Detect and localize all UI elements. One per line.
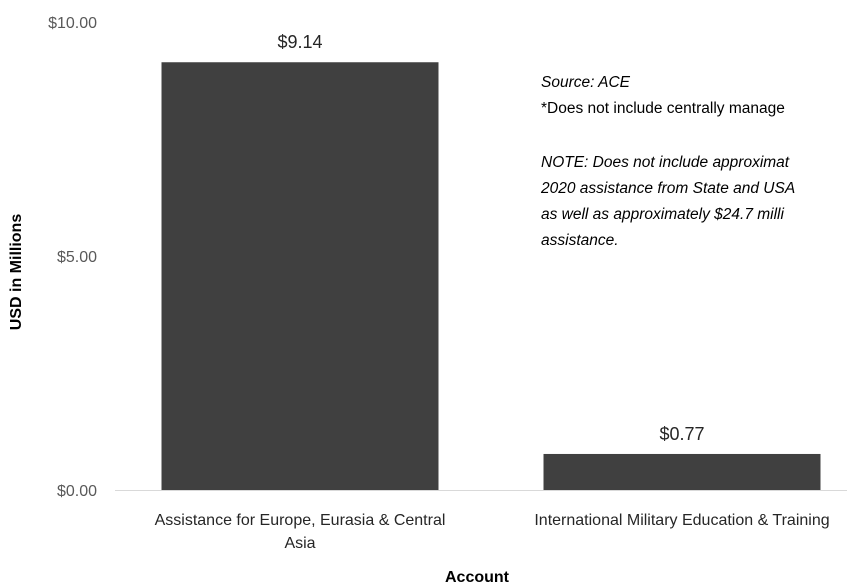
x-axis-title: Account [445, 569, 510, 585]
category-label: Assistance for Europe, Eurasia & Central [155, 512, 446, 529]
y-tick-label: $5.00 [57, 249, 97, 266]
category-label: Asia [284, 535, 315, 552]
x-axis-category-labels: Assistance for Europe, Eurasia & Central… [155, 512, 830, 552]
source-text: Source: ACE [541, 74, 631, 91]
bar [161, 62, 439, 491]
footnote-text: *Does not include centrally manage [541, 100, 785, 117]
data-label: $0.77 [659, 424, 704, 444]
data-labels: $9.14 $0.77 [277, 32, 704, 444]
annotation-block: Source: ACE *Does not include centrally … [540, 74, 795, 249]
y-axis-ticks: $0.00 $5.00 $10.00 [48, 15, 97, 500]
category-label: International Military Education & Train… [534, 512, 829, 529]
y-tick-label: $10.00 [48, 15, 97, 32]
y-axis-title: USD in Millions [8, 214, 25, 331]
bars [161, 62, 821, 491]
data-label: $9.14 [277, 32, 322, 52]
note-line-2: 2020 assistance from State and USA [540, 180, 795, 197]
bar [543, 453, 821, 490]
note-line-3: as well as approximately $24.7 milli [541, 206, 784, 223]
note-line-1: NOTE: Does not include approximat [541, 154, 790, 171]
note-line-4: assistance. [541, 232, 619, 249]
y-tick-label: $0.00 [57, 483, 97, 500]
